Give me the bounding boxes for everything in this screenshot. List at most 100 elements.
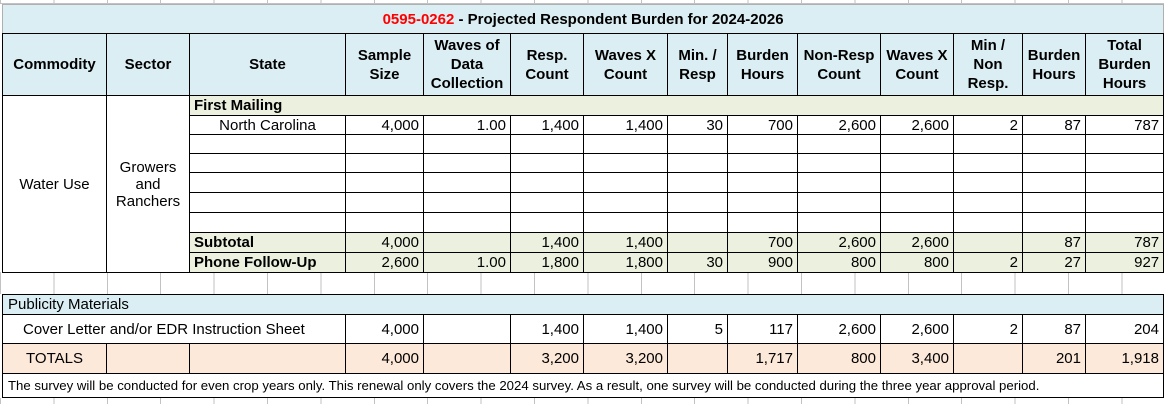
empty-cell[interactable] bbox=[1022, 134, 1086, 154]
value-cell[interactable]: 30 bbox=[667, 252, 728, 273]
empty-cell[interactable] bbox=[1084, 192, 1164, 213]
empty-cell[interactable] bbox=[667, 134, 728, 154]
value-cell[interactable]: 900 bbox=[727, 252, 798, 273]
col-header-sector[interactable]: Sector bbox=[106, 33, 190, 96]
value-cell[interactable]: 1,400 bbox=[583, 314, 668, 344]
value-cell[interactable] bbox=[423, 232, 511, 253]
value-cell[interactable]: 3,200 bbox=[510, 343, 584, 374]
empty-cell[interactable] bbox=[583, 192, 668, 213]
col-header-min-resp[interactable]: Min. / Resp bbox=[667, 33, 728, 96]
value-cell[interactable]: 87 bbox=[1022, 314, 1086, 344]
empty-cell[interactable] bbox=[797, 192, 881, 213]
empty-cell[interactable] bbox=[880, 212, 954, 233]
empty-cell[interactable] bbox=[1084, 153, 1164, 173]
value-cell[interactable]: 2,600 bbox=[797, 232, 881, 253]
first-mailing-label[interactable]: First Mailing bbox=[188, 95, 1164, 116]
empty-cell[interactable] bbox=[953, 212, 1023, 233]
col-header-non-resp-count[interactable]: Non-Resp Count bbox=[797, 33, 881, 96]
empty-cell[interactable] bbox=[667, 212, 728, 233]
empty-cell[interactable] bbox=[880, 134, 954, 154]
col-header-commodity[interactable]: Commodity bbox=[2, 33, 107, 96]
empty-cell[interactable] bbox=[423, 172, 511, 193]
value-cell[interactable]: 700 bbox=[727, 232, 798, 253]
empty-cell[interactable] bbox=[189, 134, 346, 154]
empty-cell[interactable] bbox=[1022, 153, 1086, 173]
publicity-materials-label[interactable]: Publicity Materials bbox=[2, 294, 1164, 315]
col-header-burden-hours-2[interactable]: Burden Hours bbox=[1022, 33, 1086, 96]
value-cell[interactable] bbox=[667, 343, 728, 374]
value-cell[interactable]: 2,600 bbox=[797, 314, 881, 344]
col-header-total-burden-hours[interactable]: Total Burden Hours bbox=[1084, 33, 1164, 96]
value-cell[interactable]: 1,400 bbox=[510, 314, 584, 344]
empty-cell[interactable] bbox=[510, 134, 584, 154]
value-cell[interactable]: 1.00 bbox=[423, 115, 511, 135]
value-cell[interactable]: 787 bbox=[1084, 115, 1164, 135]
empty-cell[interactable] bbox=[953, 172, 1023, 193]
empty-cell[interactable] bbox=[423, 134, 511, 154]
empty-cell[interactable] bbox=[345, 212, 424, 233]
empty-cell[interactable] bbox=[727, 134, 798, 154]
col-header-resp-count[interactable]: Resp. Count bbox=[510, 33, 584, 96]
value-cell[interactable]: 27 bbox=[1022, 252, 1086, 273]
empty-cell[interactable] bbox=[345, 192, 424, 213]
value-cell[interactable]: 2 bbox=[953, 314, 1023, 344]
value-cell[interactable]: 117 bbox=[727, 314, 798, 344]
value-cell[interactable]: 4,000 bbox=[345, 314, 424, 344]
value-cell[interactable]: 1,400 bbox=[583, 115, 668, 135]
subtotal-label[interactable]: Subtotal bbox=[189, 232, 346, 253]
empty-cell[interactable] bbox=[423, 192, 511, 213]
empty-cell[interactable] bbox=[423, 212, 511, 233]
value-cell[interactable]: 1,800 bbox=[583, 252, 668, 273]
empty-cell[interactable] bbox=[953, 192, 1023, 213]
value-cell[interactable]: 2,600 bbox=[880, 115, 954, 135]
state-cell[interactable]: North Carolina bbox=[189, 115, 346, 135]
empty-cell[interactable] bbox=[510, 172, 584, 193]
empty-cell[interactable] bbox=[1022, 212, 1086, 233]
value-cell[interactable]: 1,400 bbox=[583, 232, 668, 253]
empty-cell[interactable] bbox=[345, 172, 424, 193]
value-cell[interactable]: 4,000 bbox=[345, 115, 424, 135]
col-header-waves-x-count-2[interactable]: Waves X Count bbox=[880, 33, 954, 96]
value-cell[interactable]: 5 bbox=[667, 314, 728, 344]
empty-cell[interactable] bbox=[106, 343, 190, 374]
empty-cell[interactable] bbox=[797, 172, 881, 193]
empty-cell[interactable] bbox=[510, 212, 584, 233]
empty-cell[interactable] bbox=[953, 153, 1023, 173]
col-header-burden-hours[interactable]: Burden Hours bbox=[727, 33, 798, 96]
value-cell[interactable]: 1,400 bbox=[510, 232, 584, 253]
sector-cell[interactable]: Growers and Ranchers bbox=[106, 95, 190, 273]
empty-cell[interactable] bbox=[189, 343, 346, 374]
value-cell[interactable]: 204 bbox=[1085, 314, 1164, 344]
value-cell[interactable]: 787 bbox=[1084, 232, 1164, 253]
value-cell[interactable]: 2 bbox=[953, 115, 1023, 135]
value-cell[interactable]: 1,717 bbox=[727, 343, 798, 374]
empty-cell[interactable] bbox=[189, 153, 346, 173]
value-cell[interactable]: 4,000 bbox=[345, 232, 424, 253]
value-cell[interactable] bbox=[667, 232, 728, 253]
totals-label[interactable]: TOTALS bbox=[2, 343, 107, 374]
empty-cell[interactable] bbox=[345, 153, 424, 173]
empty-cell[interactable] bbox=[583, 212, 668, 233]
empty-cell[interactable] bbox=[583, 134, 668, 154]
empty-cell[interactable] bbox=[345, 134, 424, 154]
empty-cell[interactable] bbox=[797, 153, 881, 173]
sheet-title[interactable]: 0595-0262 - Projected Respondent Burden … bbox=[1, 4, 1164, 34]
value-cell[interactable]: 2,600 bbox=[880, 314, 954, 344]
empty-cell[interactable] bbox=[423, 153, 511, 173]
cover-letter-label[interactable]: Cover Letter and/or EDR Instruction Shee… bbox=[2, 314, 346, 344]
col-header-state[interactable]: State bbox=[189, 33, 346, 96]
value-cell[interactable]: 800 bbox=[797, 252, 881, 273]
empty-cell[interactable] bbox=[583, 153, 668, 173]
empty-cell[interactable] bbox=[189, 192, 346, 213]
empty-cell[interactable] bbox=[1084, 134, 1164, 154]
value-cell[interactable] bbox=[423, 314, 511, 344]
empty-cell[interactable] bbox=[797, 212, 881, 233]
value-cell[interactable]: 2,600 bbox=[880, 232, 954, 253]
value-cell[interactable] bbox=[953, 232, 1023, 253]
empty-cell[interactable] bbox=[510, 153, 584, 173]
empty-cell[interactable] bbox=[667, 172, 728, 193]
empty-cell[interactable] bbox=[667, 192, 728, 213]
value-cell[interactable] bbox=[423, 343, 511, 374]
value-cell[interactable]: 800 bbox=[880, 252, 954, 273]
col-header-waves-of-data-collection[interactable]: Waves of Data Collection bbox=[423, 33, 511, 96]
